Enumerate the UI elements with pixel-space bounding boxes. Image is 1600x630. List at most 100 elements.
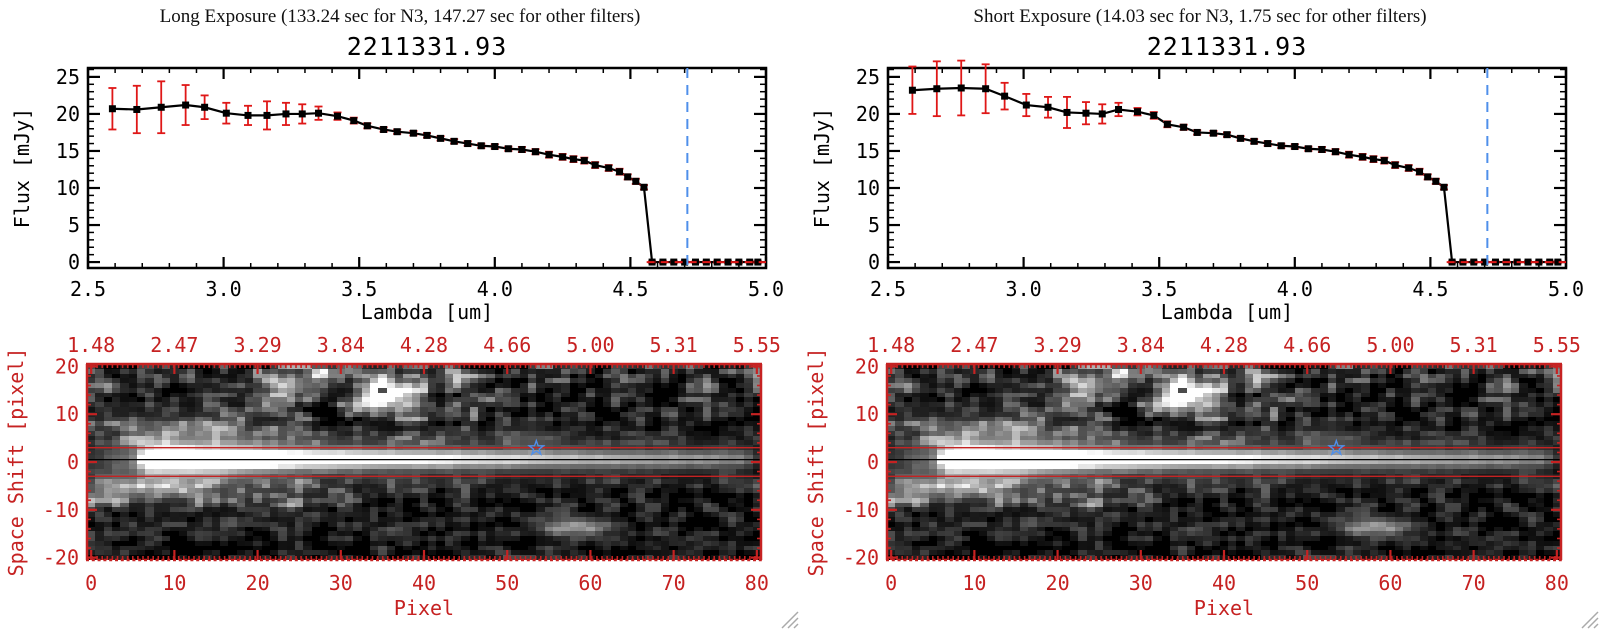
- data-point-marker: [1304, 145, 1312, 153]
- data-point-marker: [1391, 161, 1399, 169]
- x-tick-label: 5.0: [1548, 277, 1584, 301]
- x-tick-label: 5.0: [748, 277, 784, 301]
- wavelength-tick-label: 5.31: [650, 333, 698, 357]
- data-point-marker: [1416, 168, 1424, 176]
- x-tick-label: 2.5: [70, 277, 106, 301]
- pixel-tick-label: 30: [329, 571, 353, 595]
- wavelength-tick-label: 1.48: [67, 333, 115, 357]
- wavelength-tick-label: 3.29: [233, 333, 281, 357]
- data-point-marker: [681, 258, 689, 266]
- spectrum-plot: 2.5 3.0 3.5 4.0 4.5 5.0 0 5 10 15 20 25: [56, 65, 784, 301]
- data-point-marker: [1535, 258, 1543, 266]
- data-point-marker: [1264, 140, 1272, 148]
- x-tick-label: 3.0: [206, 277, 242, 301]
- pixel-tick-label: 30: [1129, 571, 1153, 595]
- resize-grip-line[interactable]: [1593, 623, 1599, 629]
- spectrum-title: 2211331.93: [346, 32, 508, 61]
- data-point-marker: [1223, 131, 1231, 139]
- resize-grip-line[interactable]: [793, 623, 799, 629]
- y-tick-label: 5: [68, 213, 80, 237]
- data-point-marker: [1424, 173, 1432, 181]
- wavelength-tick-label: 1.48: [867, 333, 915, 357]
- wavelength-tick-label: 5.55: [733, 333, 781, 357]
- data-point-marker: [1163, 120, 1171, 128]
- data-point-marker: [263, 111, 271, 119]
- data-point-marker: [477, 142, 485, 150]
- data-point-marker: [1193, 128, 1201, 136]
- wavelength-tick-label: 4.28: [400, 333, 448, 357]
- resize-grip[interactable]: [1581, 611, 1599, 629]
- data-point-marker: [957, 84, 965, 92]
- spatial-map-plot: 0 1.48 10 2.47 20 3.29 30 3.84 40 4.28 50 4.66 60 5.0…: [843, 333, 1581, 595]
- data-point-marker: [1291, 143, 1299, 151]
- space-shift-tick-label: 0: [867, 450, 879, 474]
- data-point-marker: [108, 105, 116, 113]
- data-point-marker: [624, 173, 632, 181]
- data-point-marker: [908, 86, 916, 94]
- data-point-marker: [363, 122, 371, 130]
- pixel-axis-label: Pixel: [1193, 596, 1255, 620]
- pixel-tick-label: 0: [85, 571, 97, 595]
- resize-grip-line[interactable]: [787, 617, 799, 629]
- y-tick-label: 15: [856, 139, 880, 163]
- data-point-marker: [1134, 108, 1142, 116]
- y-tick-label: 25: [856, 65, 880, 89]
- data-point-marker: [1250, 137, 1258, 145]
- data-point-marker: [531, 148, 539, 156]
- data-point-marker: [754, 258, 762, 266]
- data-point-marker: [1001, 92, 1009, 100]
- spectrum-frame: [886, 66, 1568, 270]
- space-shift-tick-label: -10: [43, 498, 79, 522]
- data-point-marker: [1554, 258, 1562, 266]
- resize-grip-line[interactable]: [781, 611, 799, 629]
- pixel-tick-label: 20: [1046, 571, 1070, 595]
- y-tick-label: 20: [56, 102, 80, 126]
- y-tick-label: 10: [856, 176, 880, 200]
- spectrum-title: 2211331.93: [1146, 32, 1308, 61]
- pixel-tick-label: 50: [1295, 571, 1319, 595]
- data-point-marker: [982, 85, 990, 93]
- data-point-marker: [182, 101, 190, 109]
- y-tick-label: 15: [56, 139, 80, 163]
- data-point-marker: [1098, 110, 1106, 118]
- data-point-marker: [1180, 123, 1188, 131]
- spatial-map-plot: 0 1.48 10 2.47 20 3.29 30 3.84 40 4.28 50 4.66 60 5.0…: [43, 333, 781, 595]
- data-point-marker: [157, 103, 165, 111]
- data-point-marker: [735, 258, 743, 266]
- data-point-marker: [282, 110, 290, 118]
- spectrum-line: [112, 103, 758, 264]
- data-point-marker: [518, 145, 526, 153]
- x-tick-label: 3.0: [1006, 277, 1042, 301]
- space-shift-tick-label: -20: [43, 546, 79, 570]
- window-long-exposure: Long Exposure (133.24 sec for N3, 147.27…: [4, 6, 799, 629]
- x-tick-label: 4.5: [612, 277, 648, 301]
- wavelength-tick-label: 4.66: [483, 333, 531, 357]
- wavelength-tick-label: 5.00: [566, 333, 614, 357]
- pixel-tick-label: 80: [1545, 571, 1569, 595]
- lambda-axis-label: Lambda [um]: [1160, 300, 1294, 324]
- wavelength-tick-label: 5.31: [1450, 333, 1498, 357]
- data-point-marker: [315, 109, 323, 117]
- resize-grip-line[interactable]: [1587, 617, 1599, 629]
- data-point-marker: [1237, 134, 1245, 142]
- data-point-marker: [1331, 148, 1339, 156]
- star-marker: [1327, 438, 1346, 456]
- data-point-marker: [1115, 105, 1123, 113]
- window-suptitle: Short Exposure (14.03 sec for N3, 1.75 s…: [973, 6, 1427, 27]
- x-tick-label: 4.0: [477, 277, 513, 301]
- space-shift-tick-label: 20: [55, 354, 79, 378]
- data-point-marker: [670, 258, 678, 266]
- pixel-tick-label: 40: [412, 571, 436, 595]
- data-point-marker: [464, 140, 472, 148]
- wavelength-tick-label: 3.84: [1117, 333, 1165, 357]
- pixel-tick-label: 10: [962, 571, 986, 595]
- data-point-marker: [605, 164, 613, 172]
- pixel-tick-label: 40: [1212, 571, 1236, 595]
- data-point-marker: [1022, 101, 1030, 109]
- data-point-marker: [133, 105, 141, 113]
- data-point-marker: [450, 137, 458, 145]
- resize-grip[interactable]: [781, 611, 799, 629]
- resize-grip-line[interactable]: [1581, 611, 1599, 629]
- data-point-marker: [1359, 153, 1367, 161]
